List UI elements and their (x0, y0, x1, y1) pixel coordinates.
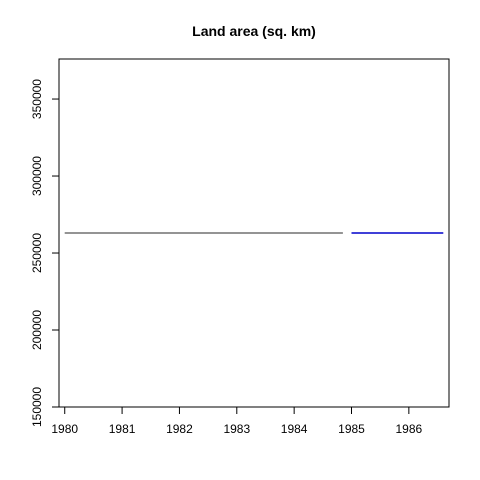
x-axis: 1980 1981 1982 1983 1984 1985 1986 (51, 406, 423, 436)
x-tick-label: 1985 (338, 422, 365, 436)
x-tick-label: 1980 (51, 422, 78, 436)
y-tick-label: 250000 (30, 233, 44, 273)
x-tick-label: 1983 (223, 422, 250, 436)
x-tick-label: 1981 (109, 422, 136, 436)
x-tick-label: 1982 (166, 422, 193, 436)
x-tick-label: 1984 (281, 422, 308, 436)
y-axis: 150000 200000 250000 300000 350000 (30, 79, 60, 427)
y-tick-label: 150000 (30, 387, 44, 427)
y-tick-label: 350000 (30, 79, 44, 119)
y-tick-label: 300000 (30, 156, 44, 196)
chart-title: Land area (sq. km) (192, 23, 316, 39)
x-tick-label: 1986 (396, 422, 423, 436)
y-tick-label: 200000 (30, 310, 44, 350)
